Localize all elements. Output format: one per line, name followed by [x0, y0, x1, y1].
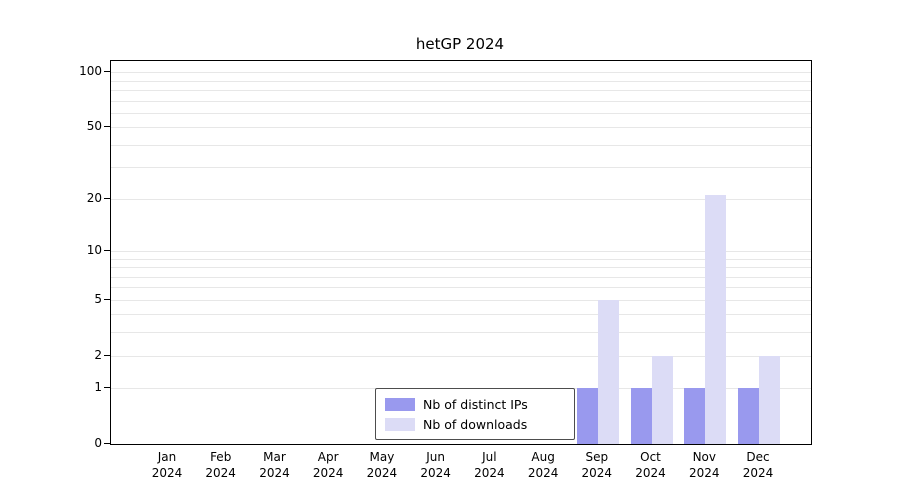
y-tick-mark — [104, 443, 110, 444]
bar-distinct-ips-nov — [684, 388, 706, 444]
bar-distinct-ips-oct — [630, 388, 652, 444]
x-tick-label-may: May 2024 — [350, 449, 414, 481]
legend-swatch-distinct-ips — [385, 397, 415, 411]
x-tick-label-sep: Sep 2024 — [565, 449, 629, 481]
gridline — [111, 267, 811, 268]
gridline — [111, 167, 811, 169]
y-tick-mark — [104, 126, 110, 128]
y-tick-mark — [104, 249, 110, 251]
y-tick-label: 1 — [94, 380, 102, 395]
gridline — [111, 258, 811, 260]
gridline — [111, 112, 811, 114]
x-tick-month: Apr — [317, 450, 339, 464]
bar-downloads-oct — [651, 355, 673, 444]
bar-distinct-ips-sep — [576, 388, 598, 444]
y-tick-label: 50 — [86, 119, 102, 134]
x-tick-label-dec: Dec 2024 — [726, 449, 790, 481]
x-tick-year: 2024 — [420, 466, 451, 480]
x-tick-label-mar: Mar 2024 — [243, 449, 307, 481]
x-tick-label-aug: Aug 2024 — [511, 449, 575, 481]
y-tick-label: 20 — [86, 190, 102, 205]
x-tick-label-feb: Feb 2024 — [189, 449, 253, 481]
legend-label-distinct-ips: Nb of distinct IPs — [423, 396, 528, 412]
x-tick-year: 2024 — [742, 466, 774, 480]
legend: Nb of distinct IPs Nb of downloads — [375, 388, 575, 440]
bar-downloads-sep — [597, 299, 619, 444]
y-tick-mark — [104, 354, 110, 356]
chart-title: hetGP 2024 — [415, 35, 505, 53]
x-tick-year: 2024 — [205, 466, 236, 480]
y-tick-label: 5 — [94, 291, 102, 306]
gridline — [111, 250, 811, 252]
bar-downloads-dec — [759, 355, 780, 444]
gridline — [111, 276, 811, 278]
x-tick-label-oct: Oct 2024 — [619, 449, 683, 481]
x-tick-year: 2024 — [151, 466, 183, 480]
gridline — [111, 144, 811, 146]
y-tick-mark — [104, 197, 110, 199]
x-tick-label-nov: Nov 2024 — [672, 449, 736, 481]
legend-item-downloads: Nb of downloads — [385, 417, 574, 432]
y-tick-label: 100 — [79, 64, 102, 79]
y-tick-mark — [104, 298, 110, 300]
plot-area: Nb of distinct IPs Nb of downloads — [110, 60, 812, 445]
gridline — [111, 314, 811, 316]
gridline — [111, 355, 811, 357]
x-tick-label-apr: Apr 2024 — [296, 449, 360, 481]
gridline — [111, 198, 811, 200]
x-tick-month: Aug — [531, 450, 555, 464]
gridline — [111, 332, 811, 334]
legend-item-distinct-ips: Nb of distinct IPs — [385, 397, 574, 412]
x-tick-year: 2024 — [635, 466, 666, 480]
x-tick-month: May — [369, 450, 395, 464]
y-tick-label: 2 — [94, 347, 102, 362]
x-tick-month: Feb — [210, 450, 232, 464]
gridline — [111, 299, 811, 301]
y-tick-label: 0 — [94, 436, 102, 450]
x-tick-year: 2024 — [259, 466, 290, 480]
x-tick-year: 2024 — [527, 466, 559, 480]
gridline — [111, 89, 811, 91]
x-tick-label-jul: Jul 2024 — [457, 449, 521, 481]
gridline — [111, 72, 811, 74]
x-tick-month: Sep — [585, 450, 609, 464]
gridline — [111, 287, 811, 289]
x-tick-month: Dec — [746, 450, 770, 464]
legend-label-downloads: Nb of downloads — [423, 416, 528, 432]
x-tick-year: 2024 — [366, 466, 398, 480]
x-tick-year: 2024 — [581, 466, 613, 480]
y-tick-mark — [104, 71, 110, 73]
gridline — [111, 80, 811, 82]
x-tick-month: Jul — [482, 450, 497, 464]
y-tick-label: 10 — [86, 242, 102, 257]
gridline — [111, 127, 811, 129]
bar-distinct-ips-dec — [738, 388, 759, 444]
bar-downloads-nov — [705, 195, 727, 444]
y-tick-mark — [104, 387, 110, 389]
legend-swatch-downloads — [385, 417, 415, 431]
gridline — [111, 100, 811, 102]
x-tick-month: Nov — [692, 450, 716, 464]
x-tick-label-jan: Jan 2024 — [135, 449, 199, 481]
x-tick-month: Jun — [426, 450, 445, 464]
x-tick-label-jun: Jun 2024 — [404, 449, 468, 481]
x-tick-month: Mar — [263, 450, 286, 464]
x-tick-month: Jan — [157, 450, 177, 464]
x-tick-year: 2024 — [474, 466, 505, 480]
x-tick-year: 2024 — [312, 466, 344, 480]
x-tick-month: Oct — [640, 450, 661, 464]
x-tick-year: 2024 — [689, 466, 720, 480]
